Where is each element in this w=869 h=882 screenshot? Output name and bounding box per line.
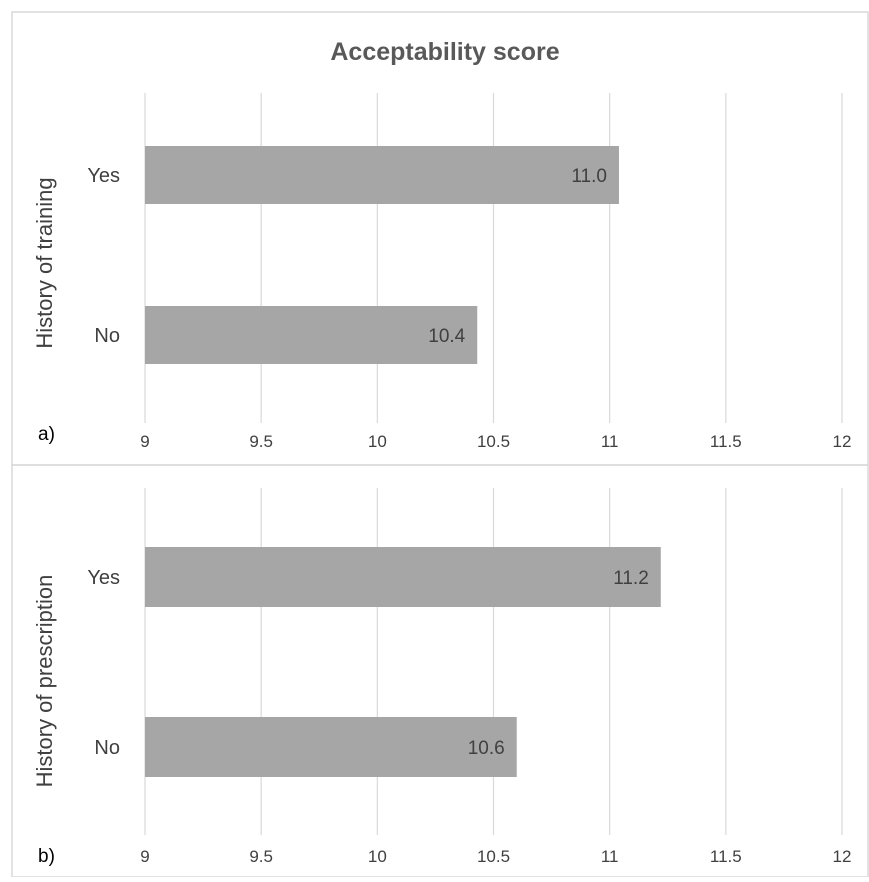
x-tick-label-a: 12 [833,432,852,451]
x-tick-label-a: 11 [601,432,619,451]
panel-label-a: a) [38,424,55,445]
data-label-b-yes: 11.2 [613,568,649,589]
x-tick-label-b: 12 [833,847,852,866]
category-label-b-yes: Yes [87,567,120,589]
x-tick-label-b: 9 [140,847,149,866]
x-tick-label-a: 10 [368,432,387,451]
bar-a-no [145,306,478,364]
data-label-a-no: 10.4 [428,326,465,347]
x-tick-label-a: 10.5 [477,432,510,451]
x-tick-label-b: 10.5 [477,847,510,866]
x-tick-label-a: 9.5 [249,432,273,451]
category-label-a-no: No [94,325,120,347]
panel-frame-b [11,464,869,878]
x-tick-label-b: 9.5 [249,847,273,866]
x-tick-label-b: 10 [368,847,387,866]
x-tick-label-a: 9 [140,432,149,451]
y-axis-title-a: History of training [32,177,57,348]
category-label-b-no: No [94,737,120,759]
bar-b-yes [145,547,661,607]
data-label-a-yes: 11.0 [571,166,607,187]
x-tick-label-a: 11.5 [710,432,742,451]
x-tick-label-b: 11 [601,847,619,866]
bar-b-no [145,717,517,777]
bar-a-yes [145,146,619,204]
data-label-b-no: 10.6 [468,738,505,759]
category-label-a-yes: Yes [87,165,120,187]
panel-frame-a [11,11,869,466]
y-axis-title-b: History of prescription [32,575,57,788]
x-tick-label-b: 11.5 [710,847,742,866]
chart-title: Acceptability score [330,38,559,66]
panel-label-b: b) [38,846,55,867]
